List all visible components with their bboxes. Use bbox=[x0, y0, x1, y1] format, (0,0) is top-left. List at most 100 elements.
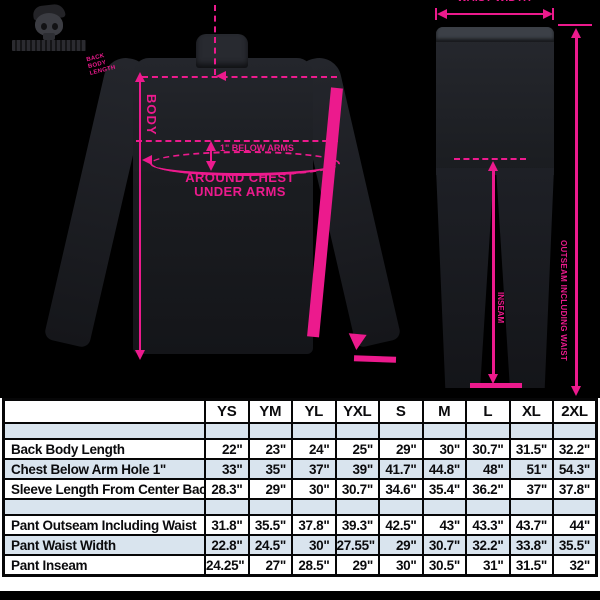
row-label: Sleeve Length From Center Back bbox=[2, 478, 206, 500]
size-cell: 39.3" bbox=[334, 514, 380, 536]
size-cell: 30.7" bbox=[334, 478, 380, 500]
size-cell: 22.8" bbox=[204, 534, 250, 556]
spacer-cell bbox=[204, 422, 250, 440]
around-chest-line-2: UNDER ARMS bbox=[194, 184, 286, 199]
column-header: YM bbox=[247, 398, 293, 424]
size-cell: 37.8" bbox=[291, 514, 337, 536]
corner-cell bbox=[2, 398, 206, 424]
spacer-cell bbox=[2, 498, 206, 516]
size-cell: 22" bbox=[204, 438, 250, 460]
spacer-cell bbox=[334, 422, 380, 440]
row-label: Pant Outseam Including Waist bbox=[2, 514, 206, 536]
size-cell: 24.5" bbox=[247, 534, 293, 556]
inseam-hem-bar bbox=[470, 383, 522, 388]
size-cell: 30" bbox=[291, 534, 337, 556]
table-row-pant-waist-width: Pant Waist Width 22.8" 24.5" 30" 27.55" … bbox=[2, 534, 598, 556]
size-cell: 32.2" bbox=[552, 438, 598, 460]
column-header: 2XL bbox=[552, 398, 598, 424]
size-cell: 31.5" bbox=[508, 438, 554, 460]
size-cell: 28.5" bbox=[291, 554, 337, 577]
skull-eye-left bbox=[41, 23, 47, 30]
spacer-cell bbox=[508, 498, 554, 516]
spacer-cell bbox=[291, 498, 337, 516]
size-cell: 24.25" bbox=[204, 554, 250, 577]
table-row-pant-inseam: Pant Inseam 24.25" 27" 28.5" 29" 30" 30.… bbox=[2, 554, 598, 577]
body-bottom-arrowhead-icon bbox=[135, 350, 145, 360]
size-cell: 29" bbox=[334, 554, 380, 577]
size-cell: 30.5" bbox=[421, 554, 467, 577]
size-cell: 36.2" bbox=[465, 478, 511, 500]
size-cell: 30.7" bbox=[421, 534, 467, 556]
spacer-cell bbox=[204, 498, 250, 516]
pants-right-leg bbox=[496, 168, 554, 388]
size-cell: 43.3" bbox=[465, 514, 511, 536]
waist-left-arrowhead-icon bbox=[437, 9, 447, 19]
size-cell: 31.5" bbox=[508, 554, 554, 577]
size-cell: 41.7" bbox=[378, 458, 424, 480]
size-cell: 35.5" bbox=[247, 514, 293, 536]
bottom-border bbox=[0, 591, 600, 600]
size-cell: 31.8" bbox=[204, 514, 250, 536]
row-label: Chest Below Arm Hole 1" bbox=[2, 458, 206, 480]
size-cell: 35" bbox=[247, 458, 293, 480]
size-cell: 34.6" bbox=[378, 478, 424, 500]
size-cell: 37.8" bbox=[552, 478, 598, 500]
column-header: YXL bbox=[334, 398, 380, 424]
inseam-arrow-line bbox=[492, 168, 495, 378]
around-chest-line-1: AROUND CHEST bbox=[185, 170, 295, 185]
spacer-cell bbox=[421, 422, 467, 440]
size-cell: 29" bbox=[378, 534, 424, 556]
size-cell: 54.3" bbox=[552, 458, 598, 480]
size-cell: 29" bbox=[378, 438, 424, 460]
size-cell: 43.7" bbox=[508, 514, 554, 536]
body-length-line bbox=[139, 80, 141, 352]
pants-hip bbox=[436, 27, 554, 175]
spacer-cell bbox=[552, 498, 598, 516]
spacer-cell bbox=[291, 422, 337, 440]
body-top-arrowhead-icon bbox=[135, 72, 145, 82]
size-table-section: YS YM YL YXL S M L XL 2XL Back Body Leng… bbox=[0, 398, 600, 592]
jacket-collar bbox=[196, 34, 248, 68]
sleeve-cuff-tick bbox=[353, 355, 397, 363]
pants-left-leg bbox=[436, 168, 494, 388]
column-header: M bbox=[421, 398, 467, 424]
size-cell: 37" bbox=[291, 458, 337, 480]
size-cell: 35.5" bbox=[552, 534, 598, 556]
pants-waistband bbox=[436, 27, 554, 42]
row-label: Pant Inseam bbox=[2, 554, 206, 577]
size-cell: 31" bbox=[465, 554, 511, 577]
skull-jaw-shape bbox=[43, 33, 55, 40]
crotch-dashed-line bbox=[454, 158, 526, 160]
center-back-dashed-line bbox=[214, 5, 216, 75]
collar-level-dashed-line bbox=[142, 76, 337, 78]
skull-beanie-icon bbox=[26, 3, 72, 41]
chest-arrowhead-icon bbox=[142, 155, 152, 165]
table-row-sleeve-length: Sleeve Length From Center Back 28.3" 29"… bbox=[2, 478, 598, 500]
outseam-arrow-line bbox=[575, 34, 578, 390]
size-cell: 37" bbox=[508, 478, 554, 500]
chest-ellipse-solid-arc bbox=[150, 151, 336, 176]
table-row-pant-outseam: Pant Outseam Including Waist 31.8" 35.5"… bbox=[2, 514, 598, 536]
around-chest-label: AROUND CHEST UNDER ARMS bbox=[142, 171, 338, 199]
size-cell: 29" bbox=[247, 478, 293, 500]
spacer-cell bbox=[508, 422, 554, 440]
outseam-bottom-arrowhead-icon bbox=[571, 386, 581, 396]
column-header: YL bbox=[291, 398, 337, 424]
inseam-bottom-arrowhead-icon bbox=[488, 374, 498, 384]
size-cell: 33.8" bbox=[508, 534, 554, 556]
below-arms-up-arrowhead-icon bbox=[206, 141, 216, 151]
spacer-cell bbox=[465, 498, 511, 516]
inseam-top-arrowhead-icon bbox=[488, 161, 498, 171]
pant-waist-label: WAIST WIDTH bbox=[437, 0, 551, 4]
size-cell: 30.7" bbox=[465, 438, 511, 460]
size-cell: 28.3" bbox=[204, 478, 250, 500]
spacer-cell bbox=[465, 422, 511, 440]
spacer-row bbox=[2, 422, 598, 440]
size-cell: 32" bbox=[552, 554, 598, 577]
outseam-label: OUTSEAM INCLUDING WAIST bbox=[559, 240, 568, 362]
collar-arrowhead-icon bbox=[216, 71, 226, 81]
armpit-level-dashed-line bbox=[136, 140, 338, 142]
below-arms-label: 1" BELOW ARMS bbox=[220, 143, 294, 153]
size-cell: 23" bbox=[247, 438, 293, 460]
waist-right-tick bbox=[552, 8, 554, 20]
